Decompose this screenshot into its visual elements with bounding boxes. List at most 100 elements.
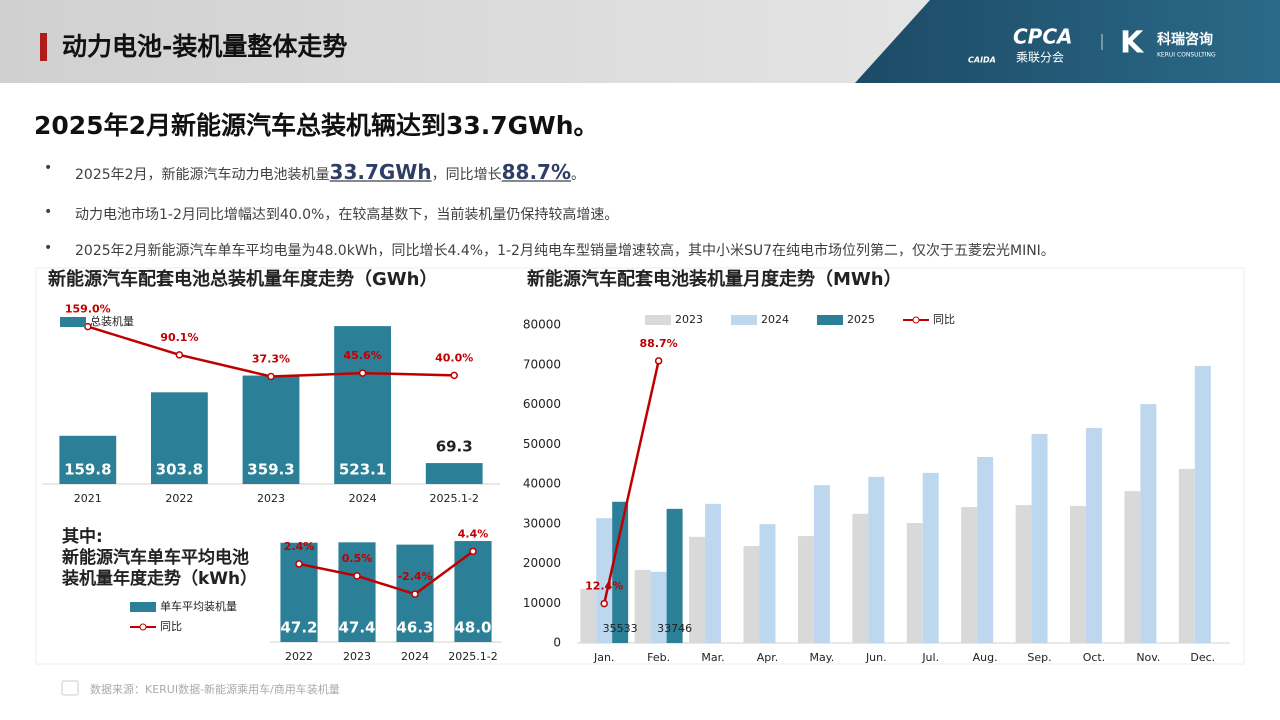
- bar: [961, 507, 978, 643]
- bullet-text: ，同比增长: [431, 167, 502, 183]
- x-tick-label: Nov.: [1136, 651, 1160, 664]
- x-tick-label: 2024: [401, 650, 429, 663]
- bar: [596, 518, 613, 643]
- line-label: 90.1%: [160, 331, 198, 344]
- line-label: 40.0%: [435, 351, 473, 364]
- bullet-text: 2025年2月新能源汽车单车平均电量为48.0kWh，同比增长4.4%，1-2月…: [75, 243, 1055, 259]
- chart-title: 其中:: [62, 526, 103, 547]
- x-tick-label: May.: [810, 651, 835, 664]
- bar: [612, 501, 629, 643]
- logo-caida: CAIDA: [968, 56, 996, 65]
- bar: [580, 588, 597, 643]
- y-tick-label: 40000: [523, 477, 561, 491]
- bullet: 2025年2月新能源汽车单车平均电量为48.0kWh，同比增长4.4%，1-2月…: [44, 240, 1055, 260]
- bar-label: 69.3: [436, 438, 473, 456]
- y-tick-label: 50000: [523, 437, 561, 451]
- legend-label: 2025: [847, 313, 875, 326]
- legend-swatch: [912, 316, 920, 324]
- line-label: 88.7%: [640, 337, 678, 350]
- legend-swatch: [130, 602, 156, 612]
- chart-title: 装机量年度走势（kWh）: [61, 568, 257, 589]
- line-label: 0.5%: [342, 552, 373, 565]
- x-tick-label: 2022: [285, 650, 313, 663]
- bar: [977, 456, 994, 643]
- x-tick-label: Jun.: [865, 651, 887, 664]
- line-point: [295, 560, 303, 568]
- x-tick-label: 2023: [343, 650, 371, 663]
- line-label: 2.4%: [284, 540, 315, 553]
- bar: [743, 546, 760, 643]
- logo-cpca: CPCA: [1013, 25, 1073, 49]
- bar: [868, 476, 885, 643]
- line-point: [411, 590, 419, 598]
- chart-title: 新能源汽车单车平均电池: [62, 547, 249, 568]
- bar: [1140, 404, 1157, 643]
- line-label: -2.4%: [397, 570, 432, 583]
- y-tick-label: 70000: [523, 357, 561, 371]
- logo-k: K: [1120, 26, 1145, 61]
- x-tick-label: 2022: [165, 492, 193, 505]
- bar-label: 523.1: [339, 461, 386, 479]
- bar: [1015, 505, 1032, 643]
- bar-label: 47.4: [338, 619, 375, 637]
- line-point: [267, 372, 275, 381]
- bar-label: 33746: [657, 622, 692, 635]
- bar: [59, 435, 117, 484]
- x-tick-label: Apr.: [757, 651, 779, 664]
- legend-swatch: [139, 623, 147, 631]
- line-point: [654, 357, 663, 365]
- bar-label: 359.3: [247, 461, 294, 479]
- line-point: [450, 371, 458, 380]
- x-tick-label: Mar.: [701, 651, 724, 664]
- x-tick-label: 2025.1-2: [448, 650, 497, 663]
- legend-swatch: [817, 315, 843, 325]
- bar: [650, 571, 667, 643]
- bar: [759, 524, 776, 643]
- x-tick-label: Jul.: [921, 651, 939, 664]
- bar-label: 303.8: [156, 461, 203, 479]
- x-tick-label: Oct.: [1083, 651, 1106, 664]
- legend-label: 单车平均装机量: [160, 599, 237, 613]
- y-tick-label: 0: [553, 636, 561, 650]
- bar-label: 48.0: [454, 619, 491, 637]
- bar: [338, 542, 376, 642]
- legend-label: 2023: [675, 313, 703, 326]
- line-point: [175, 351, 184, 359]
- bar: [922, 472, 939, 643]
- bar: [906, 522, 923, 643]
- source-icon: [61, 680, 79, 696]
- line-label: 12.4%: [585, 580, 623, 593]
- bar: [705, 503, 722, 643]
- bar: [1124, 491, 1141, 643]
- bar: [280, 542, 318, 642]
- legend-label: 总装机量: [90, 314, 134, 328]
- line-label: 37.3%: [252, 352, 290, 365]
- legend-label: 2024: [761, 313, 789, 326]
- bar: [634, 569, 651, 643]
- line: [298, 550, 474, 596]
- bar: [1085, 427, 1102, 643]
- bullet: 动力电池市场1-2月同比增幅达到40.0%，在较高基数下，当前装机量仍保持较高增…: [44, 204, 618, 224]
- line-point: [469, 547, 477, 556]
- chart-title: 新能源汽车配套电池总装机量年度走势（GWh）: [48, 268, 437, 290]
- x-tick-label: Jan.: [593, 651, 614, 664]
- x-tick-label: Dec.: [1190, 651, 1215, 664]
- legend-swatch: [731, 315, 757, 325]
- bar: [1194, 365, 1211, 643]
- x-tick-label: 2024: [349, 492, 377, 505]
- bar: [1070, 505, 1086, 643]
- bar: [1178, 468, 1195, 643]
- bar: [689, 536, 706, 643]
- bar-label: 47.2: [280, 619, 317, 637]
- bullet-emphasis: 88.7%: [501, 160, 571, 184]
- line: [602, 360, 660, 604]
- bullet-emphasis: 33.7GWh: [329, 160, 432, 184]
- source: 数据来源：KERUI数据-新能源乘用车/商用车装机量: [90, 682, 340, 696]
- bullet-text: 动力电池市场1-2月同比增幅达到40.0%，在较高基数下，当前装机量仍保持较高增…: [75, 207, 619, 223]
- x-tick-label: 2021: [74, 492, 102, 505]
- legend-label: 同比: [933, 313, 955, 326]
- x-tick-label: Aug.: [973, 651, 998, 664]
- y-tick-label: 80000: [523, 318, 561, 332]
- bar: [1031, 433, 1048, 643]
